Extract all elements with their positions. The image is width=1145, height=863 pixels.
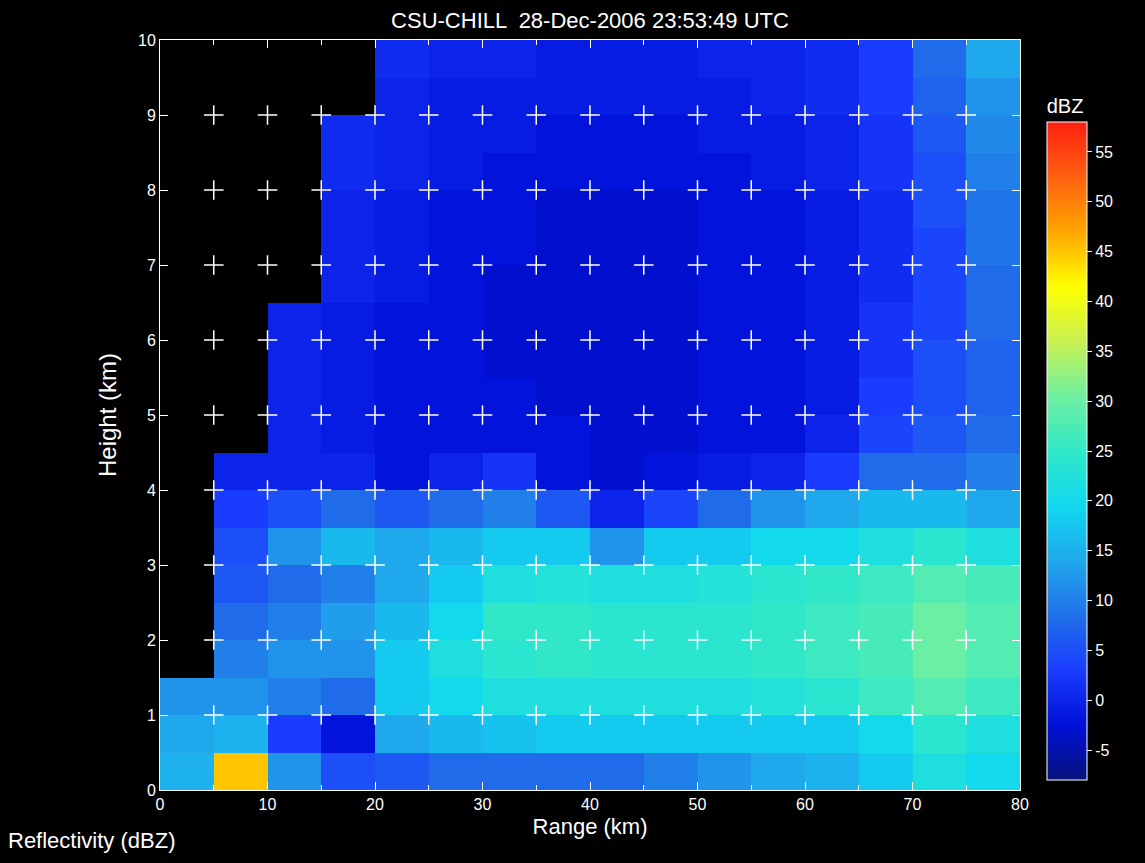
- svg-text:5: 5: [1095, 642, 1104, 659]
- svg-text:-5: -5: [1095, 742, 1109, 759]
- svg-text:2: 2: [147, 632, 156, 649]
- svg-text:0: 0: [156, 796, 165, 813]
- svg-text:0: 0: [147, 782, 156, 799]
- svg-text:30: 30: [474, 796, 492, 813]
- svg-text:0: 0: [1095, 692, 1104, 709]
- svg-text:5: 5: [147, 407, 156, 424]
- svg-text:40: 40: [1095, 293, 1113, 310]
- svg-text:CSU-CHILL 28-Dec-2006 23:53:4: CSU-CHILL 28-Dec-2006 23:53:49 UTC: [391, 8, 789, 33]
- svg-text:10: 10: [259, 796, 277, 813]
- svg-text:1: 1: [147, 707, 156, 724]
- svg-text:Height (km): Height (km): [94, 353, 121, 477]
- svg-text:35: 35: [1095, 343, 1113, 360]
- svg-text:20: 20: [1095, 492, 1113, 509]
- svg-text:10: 10: [1095, 592, 1113, 609]
- svg-text:70: 70: [904, 796, 922, 813]
- svg-text:dBZ: dBZ: [1047, 95, 1084, 117]
- svg-text:3: 3: [147, 557, 156, 574]
- svg-text:15: 15: [1095, 542, 1113, 559]
- svg-text:6: 6: [147, 332, 156, 349]
- svg-text:25: 25: [1095, 443, 1113, 460]
- svg-text:80: 80: [1011, 796, 1029, 813]
- svg-text:40: 40: [581, 796, 599, 813]
- svg-text:60: 60: [796, 796, 814, 813]
- svg-text:30: 30: [1095, 393, 1113, 410]
- svg-text:50: 50: [689, 796, 707, 813]
- svg-text:10: 10: [138, 32, 156, 49]
- svg-text:Range (km): Range (km): [533, 814, 648, 839]
- svg-text:4: 4: [147, 482, 156, 499]
- svg-text:20: 20: [366, 796, 384, 813]
- svg-text:Reflectivity (dBZ): Reflectivity (dBZ): [8, 828, 175, 853]
- svg-text:50: 50: [1095, 193, 1113, 210]
- svg-text:45: 45: [1095, 243, 1113, 260]
- svg-text:7: 7: [147, 257, 156, 274]
- svg-text:8: 8: [147, 182, 156, 199]
- svg-text:9: 9: [147, 107, 156, 124]
- svg-text:55: 55: [1095, 144, 1113, 161]
